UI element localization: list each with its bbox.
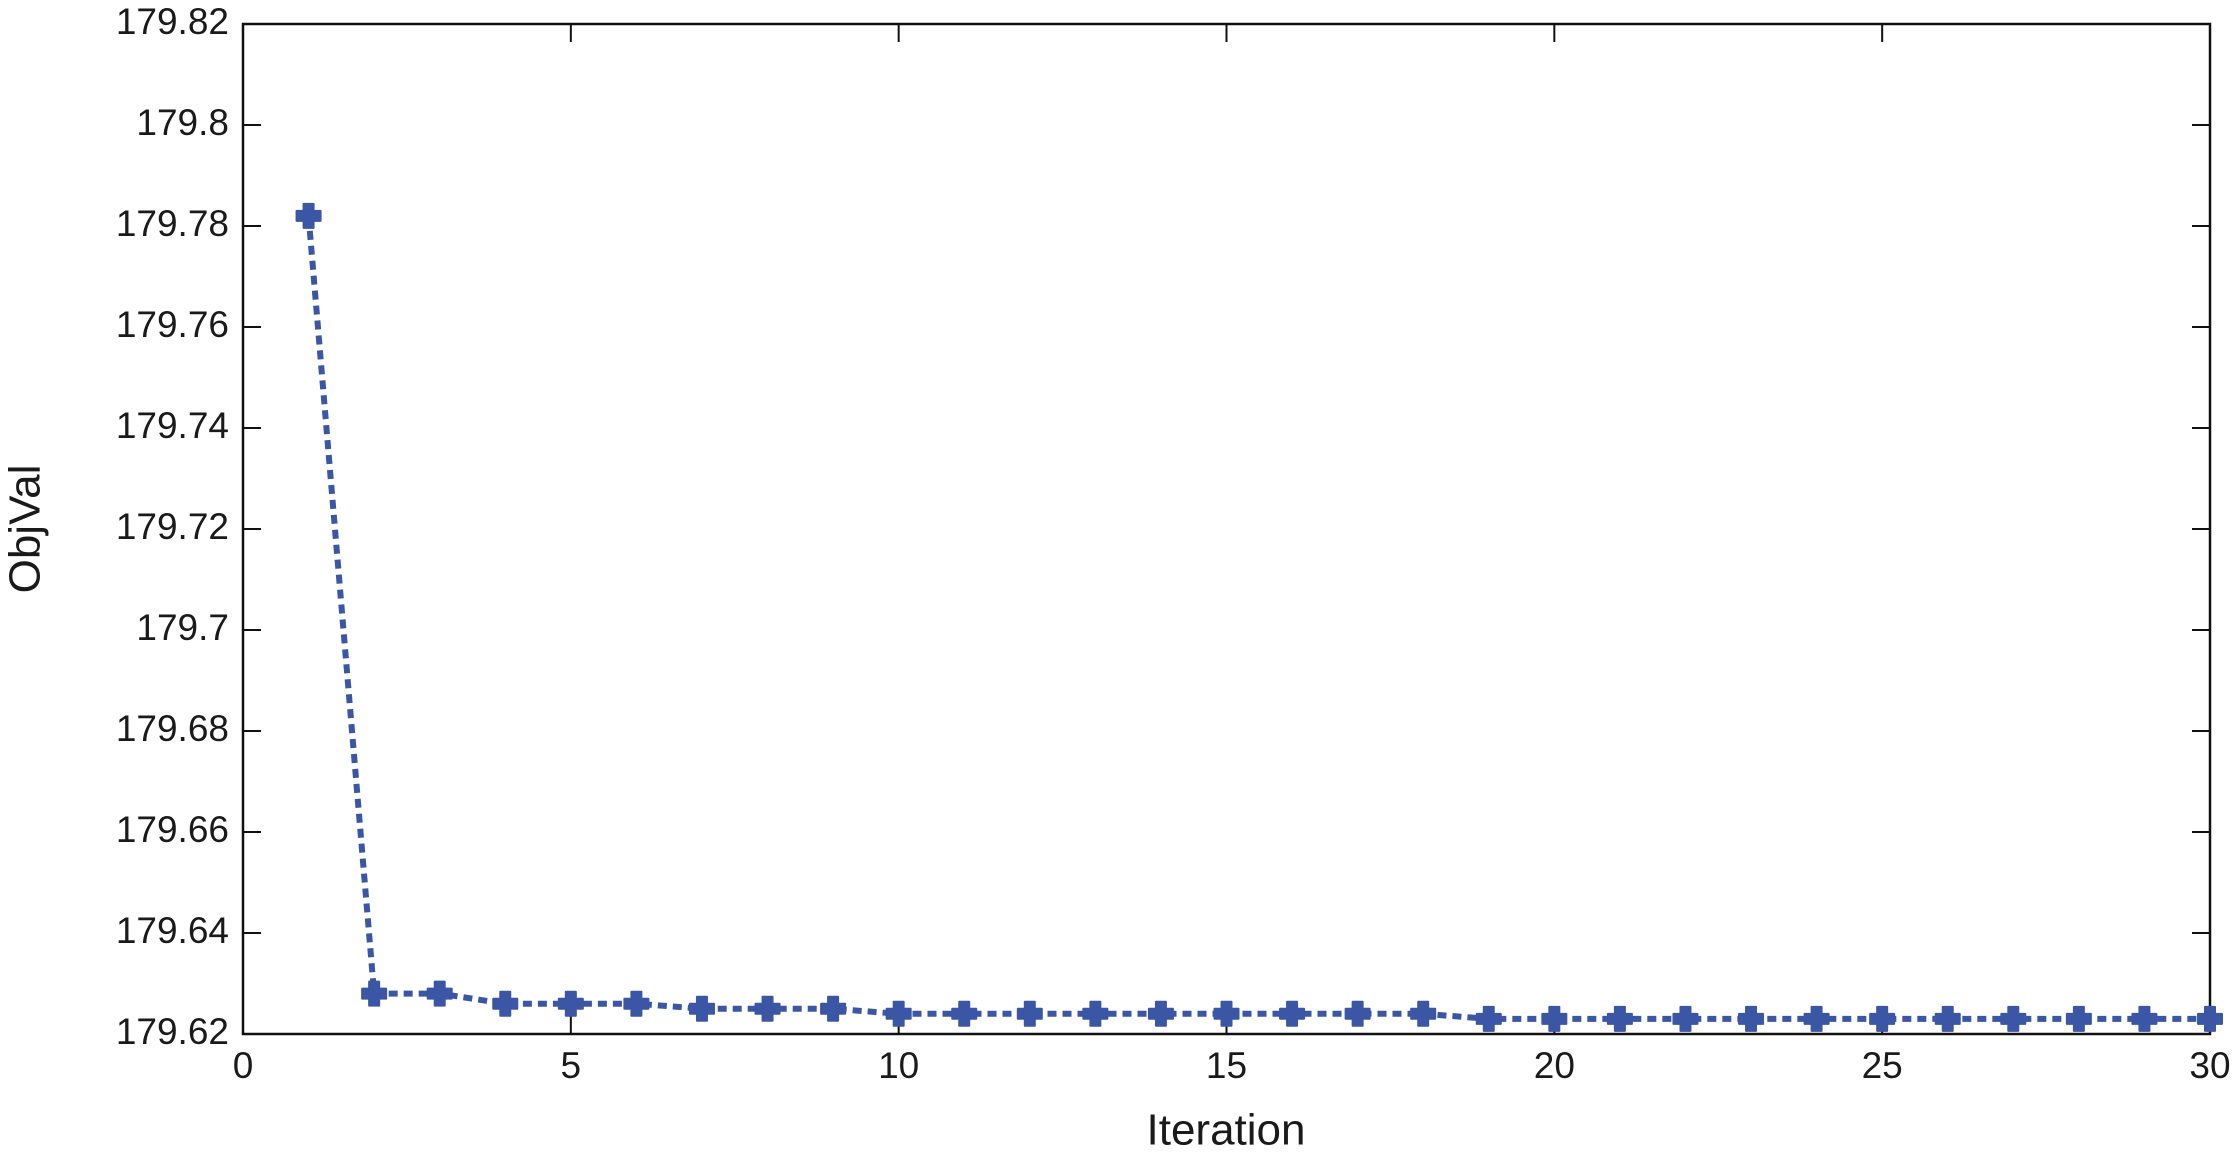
y-tick-label: 179.7 (136, 607, 229, 648)
data-point (951, 1000, 978, 1027)
data-point (557, 990, 584, 1017)
data-point (1803, 1005, 1830, 1032)
data-point (2131, 1005, 2158, 1032)
data-point (1606, 1005, 1633, 1032)
data-point (1213, 1000, 1240, 1027)
x-axis-label: Iteration (1147, 1106, 1306, 1155)
data-point (688, 995, 715, 1022)
data-point (754, 995, 781, 1022)
y-tick-label: 179.68 (116, 708, 229, 749)
data-point (2065, 1005, 2092, 1032)
data-point (1344, 1000, 1371, 1027)
data-point (1934, 1005, 1961, 1032)
y-tick-label: 179.62 (116, 1011, 229, 1052)
y-tick-label: 179.78 (116, 203, 229, 244)
x-tick-label: 0 (233, 1045, 254, 1086)
x-tick-label: 30 (2189, 1045, 2230, 1086)
data-point (1016, 1000, 1043, 1027)
data-point (1869, 1005, 1896, 1032)
data-point (1672, 1005, 1699, 1032)
data-point (1147, 1000, 1174, 1027)
data-point (492, 990, 519, 1017)
data-point (1082, 1000, 1109, 1027)
y-tick-label: 179.64 (116, 910, 229, 951)
data-point (1410, 1000, 1437, 1027)
data-point (2197, 1005, 2223, 1032)
x-tick-label: 15 (1206, 1045, 1247, 1086)
y-axis-label: ObjVal (1, 465, 50, 594)
data-point (623, 990, 650, 1017)
data-point (820, 995, 847, 1022)
data-point (1475, 1005, 1502, 1032)
y-tick-label: 179.66 (116, 809, 229, 850)
y-tick-label: 179.72 (116, 506, 229, 547)
plot-frame (241, 22, 2212, 1036)
data-point (885, 1000, 912, 1027)
data-point (1738, 1005, 1765, 1032)
series-line (305, 215, 2210, 1022)
data-point (426, 980, 453, 1007)
y-tick-label: 179.8 (136, 102, 229, 143)
y-tick-label: 179.76 (116, 304, 229, 345)
data-point (295, 202, 322, 229)
data-point (1279, 1000, 1306, 1027)
y-tick-label: 179.82 (116, 1, 229, 42)
data-point (2000, 1005, 2027, 1032)
data-point (361, 980, 388, 1007)
data-point (1541, 1005, 1568, 1032)
x-tick-label: 5 (561, 1045, 582, 1086)
x-tick-label: 20 (1534, 1045, 1575, 1086)
x-tick-label: 10 (878, 1045, 919, 1086)
y-tick-label: 179.74 (116, 405, 229, 446)
x-tick-label: 25 (1862, 1045, 1903, 1086)
